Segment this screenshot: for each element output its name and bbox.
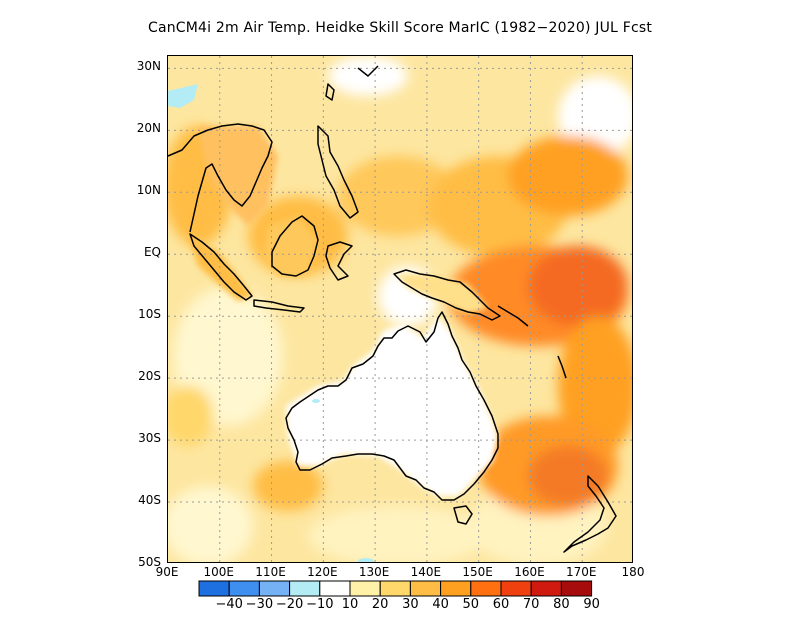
lat-label: 30S	[138, 431, 161, 446]
lon-label: 130E	[358, 565, 390, 579]
lon-label: 170E	[565, 565, 597, 579]
colorbar-label: −30	[245, 597, 274, 612]
colorbar-cell	[379, 580, 411, 597]
colorbar-label: −40	[215, 597, 243, 612]
mainland-coast	[168, 123, 273, 233]
lat-label: EQ	[143, 245, 161, 260]
colorbar-label: −10	[306, 597, 334, 612]
land-masses	[188, 126, 498, 496]
chart-title: CanCM4i 2m Air Temp. Heidke Skill Score …	[147, 20, 653, 36]
colorbar-cell	[289, 580, 321, 597]
colorbar-cell	[198, 580, 230, 597]
vanuatu-coast	[557, 355, 567, 379]
colorbar-cell	[440, 580, 472, 597]
colorbar-label: 30	[402, 597, 419, 612]
colorbar-cell	[409, 580, 442, 597]
colorbar-label: 10	[341, 597, 359, 612]
colorbar-cell	[500, 580, 532, 597]
lon-label: 150E	[462, 565, 493, 579]
colorbar-label: 60	[492, 597, 510, 612]
colorbar-label: 40	[432, 597, 449, 612]
coastlines	[168, 65, 617, 553]
skill-field	[168, 56, 632, 562]
philippines-coast	[317, 125, 359, 219]
lon-label: 160E	[514, 565, 545, 579]
java-coast	[253, 299, 305, 313]
colorbar-label: 70	[522, 597, 540, 612]
colorbar-label: 20	[371, 597, 389, 612]
colorbar-label: 90	[583, 597, 600, 612]
colorbar-cell	[258, 580, 291, 597]
lat-label: 20N	[136, 121, 161, 136]
colorbar-label: 80	[553, 597, 570, 612]
lon-label: 100E	[203, 565, 235, 579]
colorbar-cell	[319, 580, 351, 597]
tasmania-coast	[453, 505, 473, 525]
colorbar-cell	[349, 580, 381, 597]
lon-label: 180	[621, 565, 645, 579]
borneo-coast	[271, 215, 319, 277]
lat-label: 30N	[136, 59, 161, 74]
solomons-coast	[497, 305, 529, 327]
colorbar-cell	[530, 580, 562, 597]
lat-label: 20S	[138, 369, 161, 384]
sumatra-coast	[189, 233, 253, 301]
new-guinea-coast	[393, 269, 501, 321]
colorbar-label: −20	[275, 597, 304, 612]
lat-label: 50S	[138, 555, 161, 569]
lon-label: 140E	[410, 565, 442, 579]
skill-score-map	[168, 56, 632, 562]
taiwan-coast	[325, 83, 335, 101]
lat-label: 10N	[136, 183, 161, 198]
new-zealand-coast	[563, 475, 617, 553]
negative-patches	[168, 84, 374, 562]
colorbar-cell	[560, 580, 593, 597]
colorbar-label: 50	[462, 597, 480, 612]
colorbar-cell	[228, 580, 260, 597]
japan-coast	[357, 65, 379, 77]
colorbar-cell	[470, 580, 502, 597]
australia-coast	[285, 311, 499, 501]
grid-lines	[168, 56, 632, 562]
lon-label: 90E	[155, 565, 179, 579]
map-panel	[167, 55, 633, 563]
lat-label: 10S	[138, 307, 161, 322]
lat-label: 40S	[138, 493, 161, 508]
lon-label: 120E	[307, 565, 338, 579]
sulawesi-coast	[325, 241, 353, 281]
lon-label: 110E	[255, 565, 286, 579]
